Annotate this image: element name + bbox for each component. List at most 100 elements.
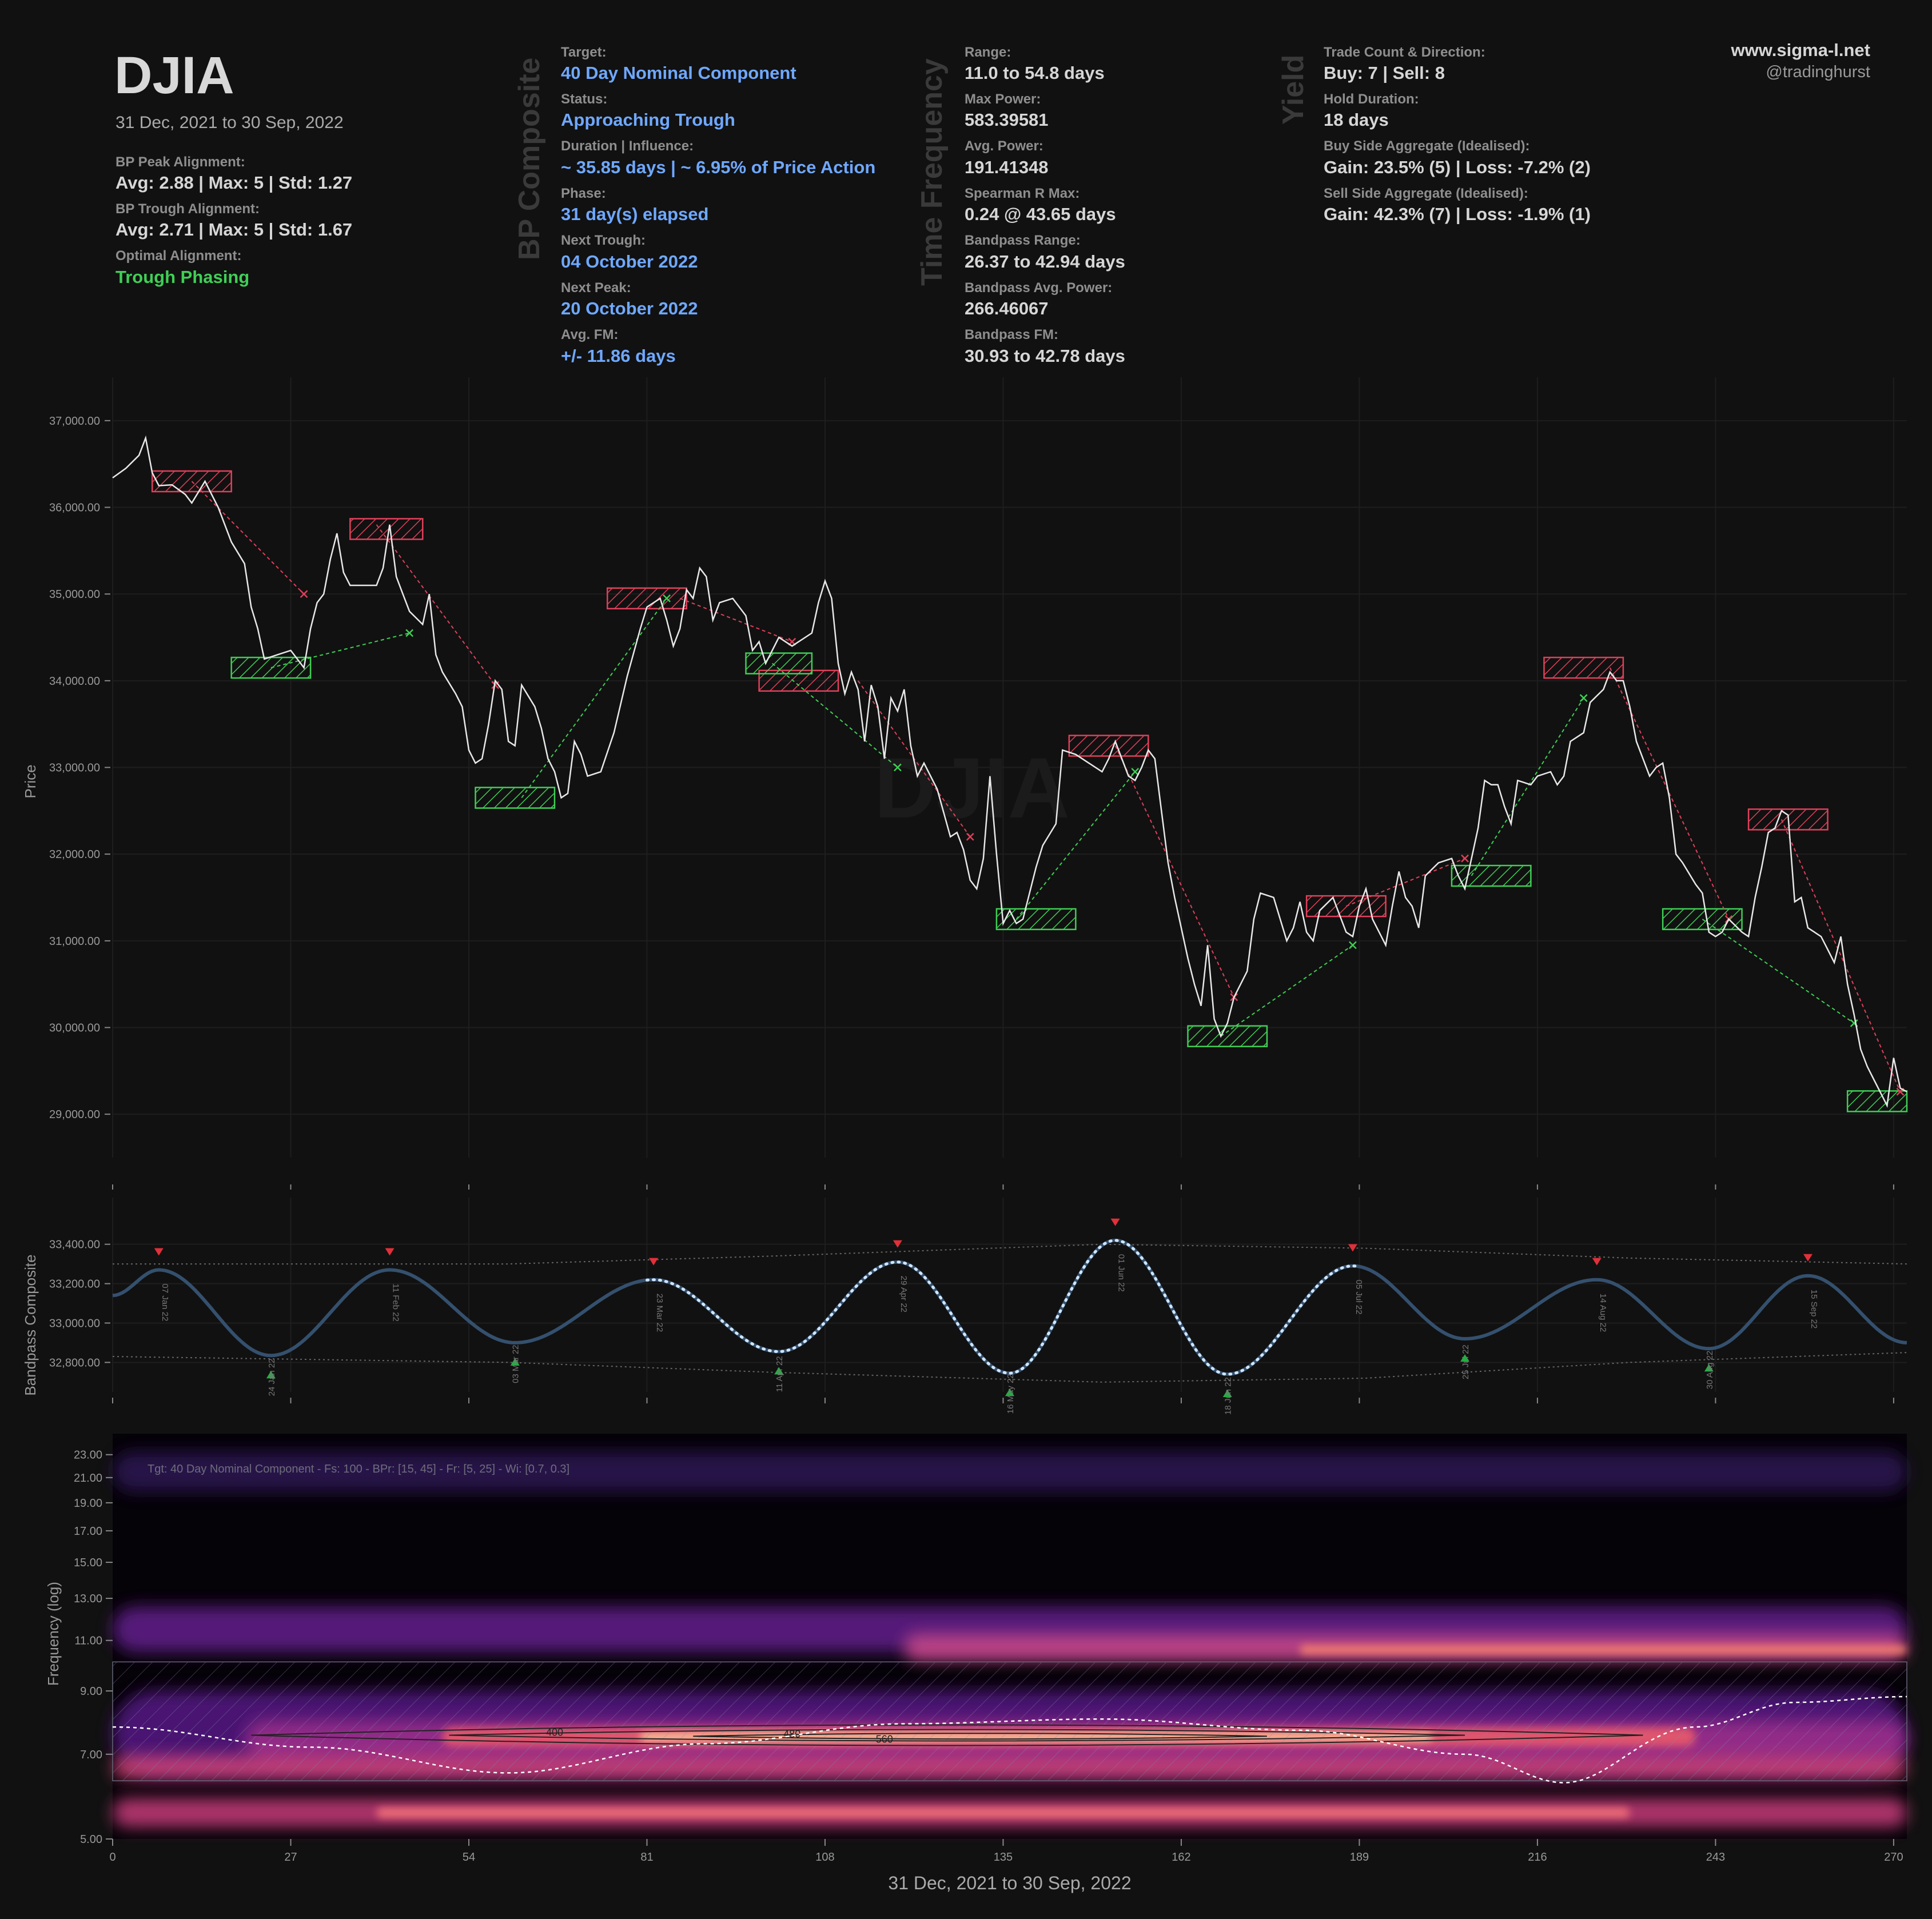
avg-power-label: Avg. Power: — [965, 138, 1043, 154]
price-signals — [191, 481, 1905, 1096]
phase-label: Phase: — [561, 186, 606, 201]
trade-count-value: Buy: 7 | Sell: 8 — [1324, 63, 1445, 83]
heatmap-y-axis: 5.00 7.00 9.00 11.00 13.00 15.00 17.00 19.00 21.… — [74, 1449, 113, 1846]
max-power-label: Max Power: — [965, 91, 1041, 107]
price-tick-label: 32,000.00 — [49, 848, 100, 861]
trough-zone — [1451, 864, 1532, 887]
bandpass-peak-date: 14 Aug 22 — [1598, 1294, 1608, 1332]
peak-zone — [349, 518, 424, 540]
phase-value: 31 day(s) elapsed — [561, 204, 709, 224]
next-peak-label: Next Peak: — [561, 280, 631, 296]
heatmap-annotation: Tgt: 40 Day Nominal Component - Fs: 100 … — [148, 1463, 569, 1475]
sell-signal-line — [1346, 857, 1465, 907]
duration-value: ~ 35.85 days | ~ 6.95% of Price Action — [561, 157, 876, 177]
price-tick-label: 33,000.00 — [49, 762, 100, 775]
bandpass-trough-marker — [1005, 1389, 1014, 1397]
bandpass-trough-date: 24 Jan 22 — [267, 1358, 277, 1396]
bandpass-trough-marker — [266, 1371, 276, 1379]
heatmap-band — [113, 1451, 1907, 1492]
trough-zone — [475, 787, 556, 809]
contour-label: 400 — [546, 1727, 563, 1738]
bandpass-peak-marker — [1348, 1244, 1357, 1252]
price-line — [112, 435, 1907, 1108]
bandpass-trough-date: 16 May 22 — [1006, 1374, 1015, 1414]
price-tick-label: 34,000.00 — [49, 675, 100, 688]
price-zones — [151, 470, 1908, 1112]
bandpass-y-label: Bandpass Composite — [22, 1254, 39, 1395]
bandpass-tick-label: 33,400.00 — [49, 1239, 100, 1251]
bp-fm-label: Bandpass FM: — [965, 327, 1059, 342]
signal-exit-mark — [1461, 854, 1469, 863]
bandpass-tick-label: 32,800.00 — [49, 1357, 100, 1369]
bandpass-curve — [112, 1238, 1907, 1377]
sell-signal-line — [376, 524, 496, 686]
bandpass-trough-date: 11 Apr 22 — [775, 1356, 784, 1392]
bandpass-panel: 32,800.00 33,000.00 33,200.00 33,400.00 07 … — [22, 1198, 1907, 1415]
avg-fm-label: Avg. FM: — [561, 327, 619, 342]
heatmap-y-tick-label: 7.00 — [80, 1749, 102, 1761]
heatmap-x-tick-label: 189 — [1350, 1851, 1369, 1864]
bandpass-peak-marker — [893, 1240, 902, 1248]
heatmap-y-tick-label: 19.00 — [74, 1497, 102, 1510]
sell-signal-line — [1114, 745, 1235, 998]
signal-exit-mark — [1349, 941, 1357, 949]
bandpass-peak-date: 11 Feb 22 — [391, 1283, 401, 1321]
heatmap-x-tick-label: 135 — [994, 1851, 1013, 1864]
price-tick-label: 35,000.00 — [49, 588, 100, 601]
bandpass-peak-date: 01 Jun 22 — [1117, 1254, 1126, 1292]
bandpass-x-ticks — [112, 1398, 1894, 1403]
price-tick-label: 37,000.00 — [49, 415, 100, 428]
bandpass-trough-marker — [774, 1367, 784, 1375]
heatmap-x-axis: 0 27 54 81 108 135 162 189 216 243 270 — [109, 1839, 1903, 1864]
bandpass-tick-label: 33,200.00 — [49, 1278, 100, 1291]
page-title: DJIA — [114, 46, 234, 105]
status-label: Status: — [561, 91, 608, 107]
heatmap-x-tick-label: 162 — [1172, 1851, 1190, 1864]
bandpass-peak-date: 05 Jul 22 — [1354, 1280, 1364, 1315]
bandpass-markers: 07 Jan 22 11 Feb 22 23 Mar 22 29 Apr 22 01 J… — [154, 1218, 1819, 1415]
buy-signal-line — [1015, 771, 1136, 920]
twitter-handle[interactable]: @tradinghurst — [1766, 63, 1870, 81]
bandpass-peak-date: 29 Apr 22 — [899, 1276, 909, 1312]
next-trough-value: 04 October 2022 — [561, 252, 698, 272]
site-link[interactable]: www.sigma-l.net — [1731, 40, 1870, 60]
spearman-label: Spearman R Max: — [965, 186, 1080, 201]
bandpass-peak-marker — [154, 1248, 164, 1256]
bandpass-trough-marker — [1222, 1390, 1232, 1397]
avg-power-value: 191.41348 — [965, 157, 1049, 177]
heatmap-x-tick-label: 108 — [815, 1851, 834, 1864]
bp-trough-value: Avg: 2.71 | Max: 5 | Std: 1.67 — [115, 220, 353, 240]
buy-signal-line — [1471, 697, 1584, 876]
heatmap-x-tick-label: 54 — [463, 1851, 475, 1864]
bandpass-grid — [112, 1198, 1907, 1392]
price-tick-label: 30,000.00 — [49, 1022, 100, 1035]
heatmap-x-tick-label: 216 — [1528, 1851, 1547, 1864]
heatmap-y-tick-label: 23.00 — [74, 1449, 102, 1462]
heatmap-contour — [449, 1729, 1465, 1742]
price-y-label: Price — [22, 764, 39, 798]
date-range: 31 Dec, 2021 to 30 Sep, 2022 — [115, 113, 344, 132]
signal-exit-mark — [1131, 768, 1140, 776]
heatmap-band — [376, 1808, 1630, 1818]
heatmap-y-tick-label: 21.00 — [74, 1472, 102, 1485]
sell-signal-line — [679, 597, 792, 643]
status-value: Approaching Trough — [561, 110, 735, 130]
heatmap-x-tick-label: 81 — [640, 1851, 653, 1864]
range-value: 11.0 to 54.8 days — [965, 63, 1105, 83]
bp-range-value: 26.37 to 42.94 days — [965, 252, 1125, 272]
sell-signal-line — [1780, 819, 1901, 1092]
bandpass-trough-date: 30 Aug 22 — [1705, 1351, 1715, 1390]
bandpass-trough-marker — [1704, 1364, 1714, 1372]
range-label: Range: — [965, 45, 1011, 60]
bandpass-envelope-upper — [113, 1243, 1907, 1265]
buy-signal-line — [521, 598, 667, 799]
heatmap-y-tick-label: 11.00 — [74, 1635, 102, 1647]
bandpass-peak-marker — [649, 1258, 659, 1266]
spearman-value: 0.24 @ 43.65 days — [965, 204, 1116, 224]
trade-count-label: Trade Count & Direction: — [1324, 45, 1485, 60]
bp-fm-value: 30.93 to 42.78 days — [965, 346, 1125, 366]
heatmap-band — [1300, 1645, 1907, 1654]
optimal-label: Optimal Alignment: — [115, 248, 242, 264]
price-x-ticks — [112, 1184, 1894, 1190]
heatmap-x-tick-label: 0 — [109, 1851, 115, 1864]
